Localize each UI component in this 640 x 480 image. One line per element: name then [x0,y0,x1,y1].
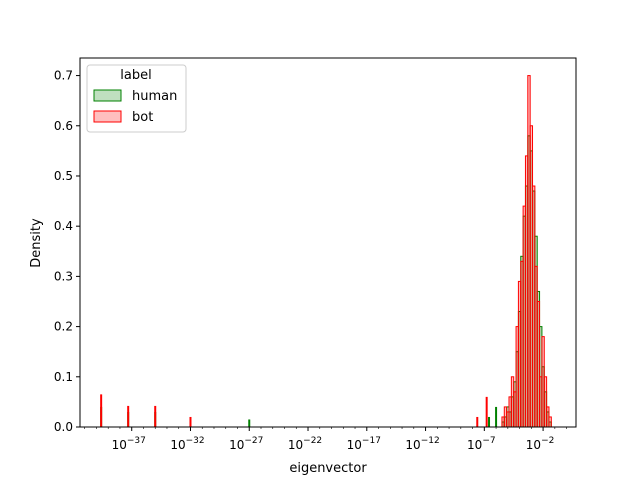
legend-box [86,64,187,133]
axes-frame [79,57,577,428]
legend-swatch-human [93,89,122,102]
x-tick-label: 10−37 [112,436,146,452]
y-tick-label: 0.2 [54,320,73,334]
y-tick-label: 0.7 [54,69,73,83]
x-tick-label: 10−12 [405,436,439,452]
x-tick-label: 10−22 [288,436,322,452]
legend-label-human: human [132,89,177,104]
legend-title: label [120,68,151,83]
legend: label human bot [86,64,187,133]
x-tick-label: 10−17 [347,436,381,452]
y-tick-label: 0.4 [54,219,73,233]
x-tick-label: 10−2 [526,436,555,452]
x-tick-label: 10−32 [170,436,204,452]
axes-layer: 0.0 0.1 0.2 0.3 0.4 0.5 0.6 0.7 10−37 10−32 10−27 1… [54,57,577,452]
bar-bot [548,416,552,428]
y-tick-label: 0.1 [54,370,73,384]
x-tick-label: 10−7 [467,436,496,452]
legend-label-bot: bot [132,110,153,125]
legend-swatch-bot [93,110,122,123]
x-tick-label: 10−27 [229,436,263,452]
y-tick-label: 0.3 [54,269,73,283]
y-tick-label: 0.6 [54,119,73,133]
x-axis-label: eigenvector [289,461,367,476]
y-tick-label: 0.0 [54,420,73,434]
y-axis-label: Density [29,218,44,268]
y-tick-label: 0.5 [54,169,73,183]
